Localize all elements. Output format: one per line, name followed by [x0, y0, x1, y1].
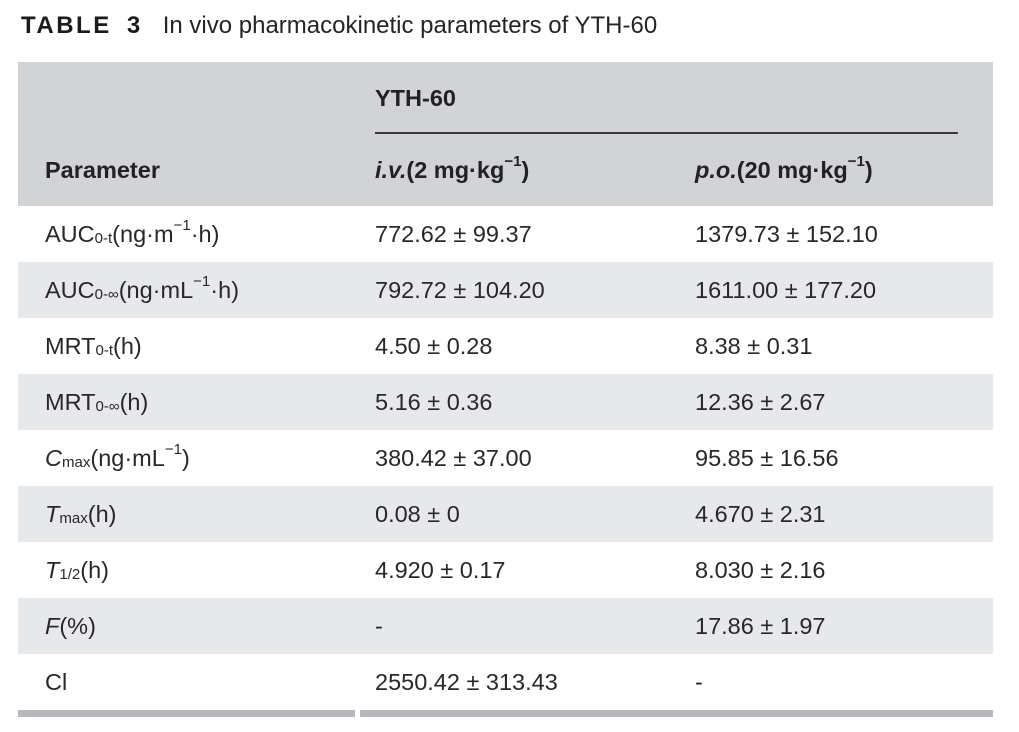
- param-cell: F (%): [45, 612, 96, 639]
- po-value-cell: 8.030 ± 2.16: [695, 556, 826, 583]
- col-header-iv: i.v. (2 mg·kg −1): [375, 153, 530, 183]
- group-header-spacer: [18, 62, 375, 134]
- table-header: YTH-60 Parameter i.v. (2 mg·kg −1) p.o. (…: [18, 62, 993, 206]
- param-cell: AUC 0-∞ (ng·mL −1 ·h): [45, 273, 240, 303]
- param-cell: MRT 0-∞ (h): [45, 388, 149, 415]
- po-value-cell: 17.86 ± 1.97: [695, 612, 826, 639]
- iv-value-cell: 2550.42 ± 313.43: [375, 668, 558, 695]
- table-title: TABLE 3 In vivo pharmacokinetic parameter…: [21, 10, 657, 42]
- iv-value-cell: 772.62 ± 99.37: [375, 220, 532, 247]
- bottom-border-segment-right: [360, 710, 993, 717]
- group-header-row: YTH-60: [18, 62, 993, 134]
- iv-value-cell: 0.08 ± 0: [375, 500, 460, 527]
- iv-value-cell: 5.16 ± 0.36: [375, 388, 493, 415]
- po-value-cell: 12.36 ± 2.67: [695, 388, 826, 415]
- param-cell: AUC 0-t (ng·m −1 ·h): [45, 217, 220, 247]
- bottom-border-gap: [355, 710, 360, 717]
- table-row-thalf: T 1/2 (h) 4.920 ± 0.17 8.030 ± 2.16: [18, 542, 993, 598]
- po-value-cell: 8.38 ± 0.31: [695, 332, 813, 359]
- bottom-border-segment-left: [18, 710, 355, 717]
- pharmacokinetics-table: YTH-60 Parameter i.v. (2 mg·kg −1) p.o. (…: [18, 62, 993, 717]
- po-value-cell: 4.670 ± 2.31: [695, 500, 826, 527]
- table-row-clearance: Cl 2550.42 ± 313.43 -: [18, 654, 993, 710]
- column-header-row: Parameter i.v. (2 mg·kg −1) p.o. (20 mg·k…: [18, 134, 993, 206]
- table-row-mrt0inf: MRT 0-∞ (h) 5.16 ± 0.36 12.36 ± 2.67: [18, 374, 993, 430]
- table-row-auc0t: AUC 0-t (ng·m −1 ·h) 772.62 ± 99.37 1379.73…: [18, 206, 993, 262]
- param-cell: Cl: [45, 668, 68, 695]
- iv-value-cell: 4.920 ± 0.17: [375, 556, 506, 583]
- table-row-mrt0t: MRT 0-t (h) 4.50 ± 0.28 8.38 ± 0.31: [18, 318, 993, 374]
- table-row-auc0inf: AUC 0-∞ (ng·mL −1 ·h) 792.72 ± 104.20 1611.…: [18, 262, 993, 318]
- col-header-po: p.o. (20 mg·kg −1): [695, 153, 873, 183]
- table-number-label: TABLE 3: [21, 12, 143, 39]
- table-row-bioavailability: F (%) - 17.86 ± 1.97: [18, 598, 993, 654]
- iv-value-cell: 792.72 ± 104.20: [375, 276, 545, 303]
- col-header-parameter: Parameter: [45, 156, 160, 183]
- po-value-cell: -: [695, 668, 703, 695]
- table-caption: In vivo pharmacokinetic parameters of YT…: [162, 12, 658, 39]
- table-body: AUC 0-t (ng·m −1 ·h) 772.62 ± 99.37 1379.73…: [18, 206, 993, 710]
- param-cell: MRT 0-t (h): [45, 332, 142, 359]
- param-cell: T 1/2 (h): [45, 556, 109, 583]
- po-value-cell: 1379.73 ± 152.10: [695, 220, 878, 247]
- iv-value-cell: -: [375, 612, 383, 639]
- iv-value-cell: 4.50 ± 0.28: [375, 332, 493, 359]
- iv-value-cell: 380.42 ± 37.00: [375, 444, 532, 471]
- po-value-cell: 95.85 ± 16.56: [695, 444, 839, 471]
- column-group: YTH-60: [375, 62, 993, 134]
- group-header-rule: [375, 132, 958, 134]
- po-value-cell: 1611.00 ± 177.20: [695, 276, 877, 303]
- group-header-label: YTH-60: [375, 84, 456, 111]
- table-bottom-border: [18, 710, 993, 717]
